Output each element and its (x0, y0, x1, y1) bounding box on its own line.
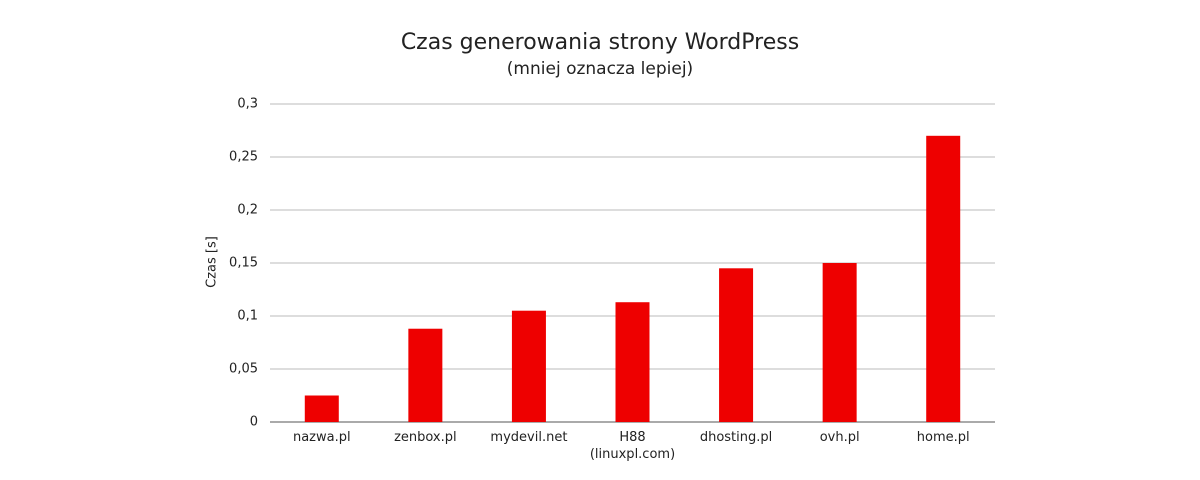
y-tick-label: 0 (250, 415, 258, 430)
bar (615, 302, 650, 422)
bar (304, 395, 339, 422)
y-tick-label: 0,25 (229, 150, 258, 165)
x-tick-label: nazwa.pl (292, 430, 351, 445)
y-tick-label: 0,1 (237, 309, 258, 324)
x-tick-label: dhosting.pl (699, 430, 773, 445)
chart-subtitle: (mniej oznacza lepiej) (507, 59, 693, 79)
x-tick-label: mydevil.net (490, 430, 568, 445)
x-tick-label: home.pl (916, 430, 970, 445)
y-tick-label: 0,05 (229, 362, 258, 377)
bar (822, 263, 857, 422)
x-tick-label: ovh.pl (819, 430, 860, 445)
bar (408, 328, 443, 422)
bar (511, 310, 546, 422)
x-tick-label: zenbox.pl (394, 430, 457, 445)
chart-title: Czas generowania strony WordPress (401, 30, 799, 55)
x-tick-label: H88 (linuxpl.com) (589, 430, 676, 462)
y-tick-label: 0,2 (237, 203, 258, 218)
y-tick-label: 0,3 (237, 97, 258, 112)
y-axis-label: Czas [s] (205, 236, 220, 288)
bar (719, 268, 754, 422)
y-tick-label: 0,15 (229, 256, 258, 271)
bar (926, 135, 961, 423)
